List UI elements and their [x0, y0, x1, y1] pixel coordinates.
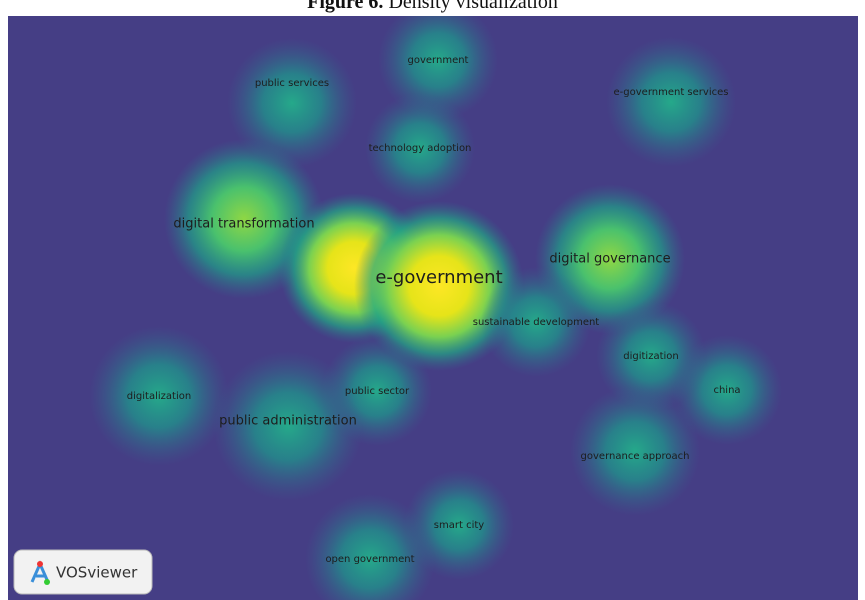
figure-title: Figure 6. Density visualization — [0, 0, 865, 14]
term-label: smart city — [434, 520, 484, 531]
title-bold: Figure 6. — [307, 0, 384, 13]
density-blobs — [89, 16, 782, 600]
term-label: public services — [255, 78, 329, 89]
title-rest: Density visualization — [388, 0, 558, 13]
term-label: open government — [325, 554, 414, 565]
density-blob — [570, 386, 700, 516]
term-label: digital transformation — [173, 217, 314, 232]
logo-dot — [37, 561, 43, 567]
density-blob — [672, 335, 782, 445]
term-label: public administration — [219, 414, 357, 429]
labels: government public services e-government se… — [127, 55, 741, 565]
term-label: digitalization — [127, 391, 191, 402]
term-label: e-government — [375, 267, 502, 288]
term-label: technology adoption — [369, 143, 472, 154]
density-blob — [89, 326, 229, 466]
density-blob — [365, 93, 475, 203]
term-label: governance approach — [581, 451, 690, 462]
logo: VOSviewer — [13, 549, 153, 595]
term-label: public sector — [345, 386, 410, 397]
logo-text: VOSviewer — [56, 564, 138, 582]
term-label: china — [713, 385, 740, 396]
term-label: digital governance — [549, 252, 670, 267]
density-blob — [481, 267, 591, 377]
term-label: government — [408, 55, 469, 66]
density-blob — [227, 38, 357, 168]
density-blob — [213, 351, 363, 501]
term-label: digitization — [623, 351, 678, 362]
density-blob — [606, 37, 736, 167]
density-blob — [378, 16, 498, 120]
term-label: sustainable development — [473, 317, 600, 328]
density-map: government public services e-government se… — [8, 16, 858, 600]
term-label: e-government services — [614, 87, 729, 98]
logo-dot — [44, 579, 50, 585]
density-blob — [305, 494, 435, 600]
